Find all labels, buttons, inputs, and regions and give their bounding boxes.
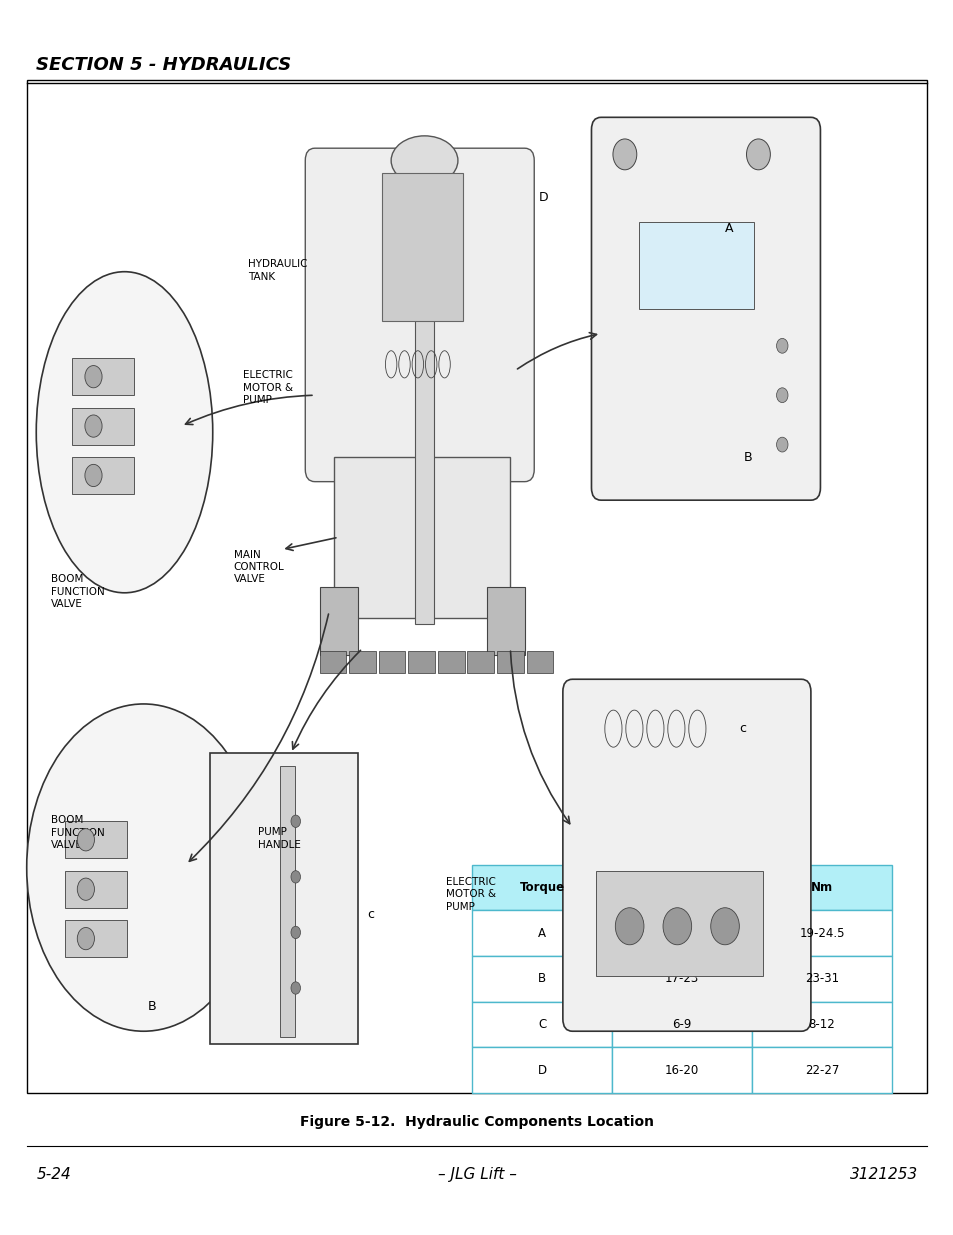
Bar [467, 651, 494, 673]
Ellipse shape [710, 908, 739, 945]
Ellipse shape [291, 926, 300, 939]
Bar [612, 1002, 751, 1047]
Bar [639, 222, 753, 309]
Ellipse shape [36, 272, 213, 593]
Text: 14-18: 14-18 [664, 926, 699, 940]
Ellipse shape [85, 366, 102, 388]
FancyBboxPatch shape [305, 148, 534, 482]
Bar [596, 871, 762, 976]
Bar [612, 1047, 751, 1093]
Text: B: B [148, 1000, 156, 1014]
Text: ELECTRIC
MOTOR &
PUMP: ELECTRIC MOTOR & PUMP [446, 877, 497, 911]
Text: PUMP
HANDLE: PUMP HANDLE [257, 827, 300, 850]
Text: A: A [537, 926, 546, 940]
Bar [526, 651, 553, 673]
Text: D: D [537, 1063, 546, 1077]
FancyBboxPatch shape [562, 679, 810, 1031]
Bar [210, 753, 357, 1044]
Ellipse shape [615, 908, 643, 945]
Bar [612, 910, 751, 956]
Bar [408, 651, 435, 673]
Ellipse shape [77, 927, 94, 950]
Text: 6-9: 6-9 [672, 1018, 691, 1031]
Bar [472, 910, 612, 956]
Ellipse shape [613, 140, 637, 170]
Bar [612, 956, 751, 1002]
Text: Figure 5-12.  Hydraulic Components Location: Figure 5-12. Hydraulic Components Locati… [299, 1115, 654, 1129]
Text: c: c [367, 908, 374, 921]
Bar [437, 651, 464, 673]
Ellipse shape [291, 871, 300, 883]
Bar [319, 587, 357, 655]
Bar [472, 1047, 612, 1093]
Ellipse shape [776, 437, 787, 452]
Bar [71, 457, 133, 494]
Ellipse shape [27, 704, 260, 1031]
Ellipse shape [77, 829, 94, 851]
Ellipse shape [85, 415, 102, 437]
Ellipse shape [776, 388, 787, 403]
Bar [334, 457, 510, 618]
Ellipse shape [776, 338, 787, 353]
Ellipse shape [391, 136, 457, 185]
Bar [65, 920, 127, 957]
Text: 8-12: 8-12 [808, 1018, 835, 1031]
Text: BOOM
FUNCTION
VALVE: BOOM FUNCTION VALVE [51, 574, 104, 609]
Text: Ft-Lbs.: Ft-Lbs. [659, 881, 704, 894]
Text: ELECTRIC
MOTOR &
PUMP: ELECTRIC MOTOR & PUMP [243, 370, 294, 405]
Bar [497, 651, 523, 673]
Text: BOOM
FUNCTION
VALVE: BOOM FUNCTION VALVE [51, 815, 104, 850]
Bar [751, 956, 891, 1002]
Ellipse shape [77, 878, 94, 900]
Bar [27, 80, 926, 1093]
Bar [751, 1047, 891, 1093]
Text: B: B [537, 972, 546, 986]
Bar [378, 651, 405, 673]
Bar [472, 1002, 612, 1047]
Bar [349, 651, 375, 673]
Ellipse shape [746, 140, 770, 170]
Text: D: D [538, 191, 548, 205]
Bar [65, 821, 127, 858]
Text: 22-27: 22-27 [804, 1063, 839, 1077]
Text: Torque: Torque [519, 881, 564, 894]
Text: B: B [743, 451, 752, 464]
Bar [472, 956, 612, 1002]
Bar [71, 408, 133, 445]
Text: MAIN
CONTROL
VALVE: MAIN CONTROL VALVE [233, 550, 284, 584]
Text: c: c [739, 722, 745, 736]
Text: HYDRAULIC
TANK: HYDRAULIC TANK [248, 259, 307, 282]
Bar [486, 587, 524, 655]
Text: SECTION 5 - HYDRAULICS: SECTION 5 - HYDRAULICS [36, 56, 292, 74]
Text: – JLG Lift –: – JLG Lift – [437, 1167, 516, 1182]
Bar [751, 910, 891, 956]
Text: 23-31: 23-31 [804, 972, 839, 986]
Text: C: C [537, 1018, 546, 1031]
Bar [612, 864, 751, 910]
Text: 19-24.5: 19-24.5 [799, 926, 844, 940]
Ellipse shape [291, 982, 300, 994]
Bar [751, 1002, 891, 1047]
Bar [65, 871, 127, 908]
Text: Nm: Nm [810, 881, 832, 894]
Text: 5-24: 5-24 [36, 1167, 71, 1182]
Ellipse shape [291, 815, 300, 827]
Bar [319, 651, 346, 673]
Text: 3121253: 3121253 [848, 1167, 917, 1182]
Bar [279, 766, 294, 1037]
Text: A: A [724, 222, 733, 236]
Ellipse shape [85, 464, 102, 487]
Bar [381, 173, 462, 321]
Ellipse shape [662, 908, 691, 945]
Text: 16-20: 16-20 [664, 1063, 699, 1077]
Bar [472, 864, 612, 910]
Bar [71, 358, 133, 395]
FancyBboxPatch shape [591, 117, 820, 500]
Bar [415, 191, 434, 624]
Text: 17-23: 17-23 [664, 972, 699, 986]
Bar [751, 864, 891, 910]
